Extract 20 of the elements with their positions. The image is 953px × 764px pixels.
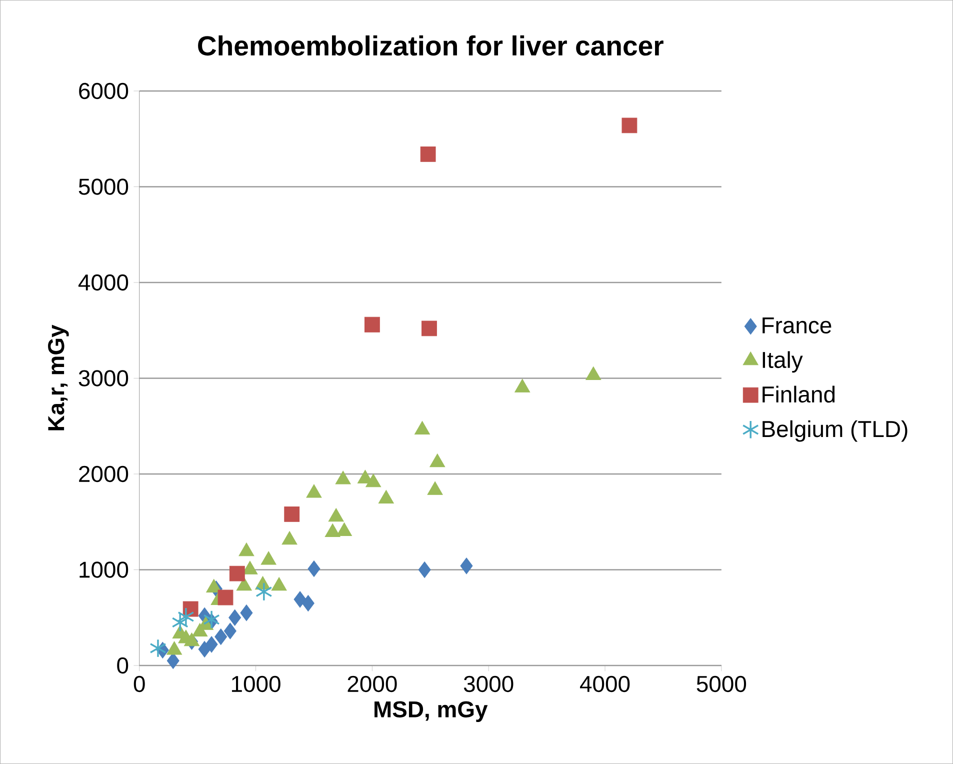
legend-label: Finland [762, 386, 835, 403]
y-tick-label: 0 [117, 657, 128, 674]
legend-label: France [762, 317, 832, 334]
y-tick-label: 2000 [79, 466, 128, 482]
y-tick-label: 1000 [80, 562, 128, 578]
chart-title: Chemoembolization for liver cancer [198, 35, 664, 56]
x-tick-label: 0 [134, 676, 145, 692]
x-tick-label: 2000 [348, 676, 397, 692]
y-tick-label: 6000 [79, 82, 128, 100]
x-tick-label: 4000 [580, 676, 630, 692]
y-tick-label: 4000 [78, 274, 128, 291]
y-tick-label: 5000 [78, 178, 128, 195]
x-axis-title: MSD, mGy [374, 701, 488, 722]
x-tick-label: 3000 [464, 676, 514, 692]
x-tick-label: 5000 [696, 676, 746, 692]
x-tick-label: 1000 [232, 676, 280, 692]
legend-label: Italy [762, 351, 803, 373]
y-tick-label: 3000 [78, 370, 128, 386]
legend-label: Belgium (TLD) [762, 420, 908, 442]
y-axis-title: Ka,r, mGy [48, 324, 69, 430]
